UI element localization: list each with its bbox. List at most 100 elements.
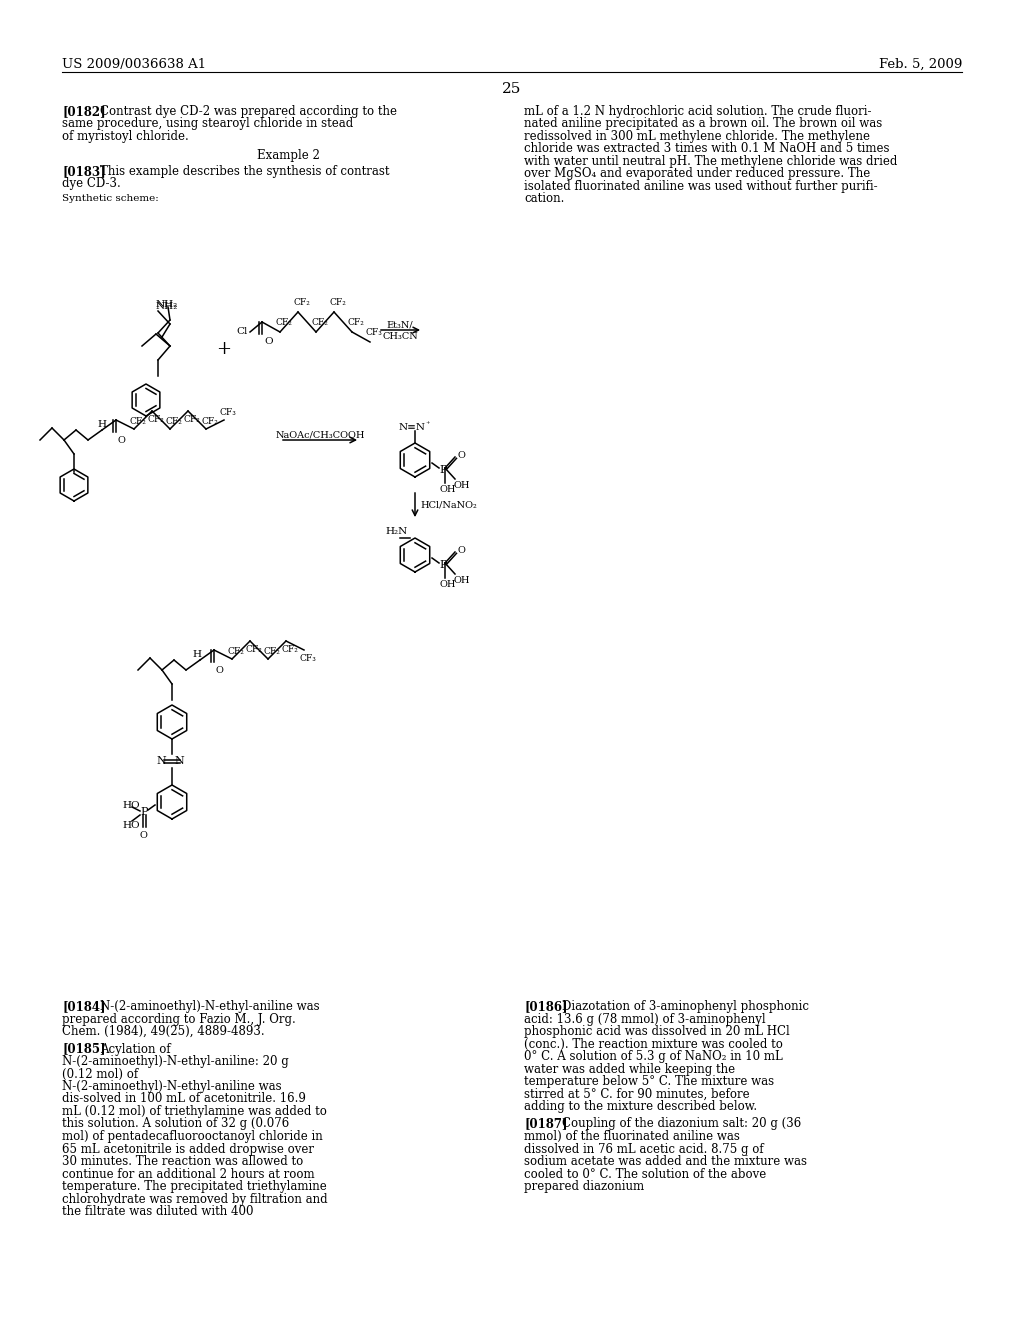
Text: CF₃: CF₃ — [300, 653, 316, 663]
Text: dis-solved in 100 mL of acetonitrile. 16.9: dis-solved in 100 mL of acetonitrile. 16… — [62, 1093, 306, 1106]
Text: Cl: Cl — [236, 327, 248, 337]
Text: CF₂: CF₂ — [282, 645, 299, 653]
Text: Synthetic scheme:: Synthetic scheme: — [62, 194, 159, 203]
Text: temperature. The precipitated triethylamine: temperature. The precipitated triethylam… — [62, 1180, 327, 1193]
Text: CF₂: CF₂ — [312, 318, 329, 327]
Text: OH: OH — [439, 579, 456, 589]
Text: prepared diazonium: prepared diazonium — [524, 1180, 644, 1193]
Text: OH: OH — [453, 576, 469, 585]
Text: [0184]: [0184] — [62, 1001, 105, 1012]
Text: mmol) of the fluorinated aniline was: mmol) of the fluorinated aniline was — [524, 1130, 740, 1143]
Text: water was added while keeping the: water was added while keeping the — [524, 1063, 735, 1076]
Text: H₂N: H₂N — [385, 527, 408, 536]
Text: HO: HO — [122, 821, 139, 830]
Text: (conc.). The reaction mixture was cooled to: (conc.). The reaction mixture was cooled… — [524, 1038, 783, 1051]
Text: N: N — [156, 756, 166, 766]
Text: This example describes the synthesis of contrast: This example describes the synthesis of … — [100, 165, 389, 178]
Text: Contrast dye CD-2 was prepared according to the: Contrast dye CD-2 was prepared according… — [100, 106, 397, 117]
Text: Coupling of the diazonium salt: 20 g (36: Coupling of the diazonium salt: 20 g (36 — [562, 1118, 801, 1130]
Text: mL (0.12 mol) of triethylamine was added to: mL (0.12 mol) of triethylamine was added… — [62, 1105, 327, 1118]
Text: Example 2: Example 2 — [257, 149, 319, 161]
Text: HCl/NaNO₂: HCl/NaNO₂ — [420, 500, 477, 510]
Text: 65 mL acetonitrile is added dropwise over: 65 mL acetonitrile is added dropwise ove… — [62, 1143, 314, 1155]
Text: nated aniline precipitated as a brown oil. The brown oil was: nated aniline precipitated as a brown oi… — [524, 117, 883, 131]
Text: CF₂: CF₂ — [228, 647, 245, 656]
Text: CF₂: CF₂ — [276, 318, 293, 327]
Text: phosphonic acid was dissolved in 20 mL HCl: phosphonic acid was dissolved in 20 mL H… — [524, 1026, 790, 1038]
Text: acid: 13.6 g (78 mmol) of 3-aminophenyl: acid: 13.6 g (78 mmol) of 3-aminophenyl — [524, 1012, 766, 1026]
Text: 25: 25 — [503, 82, 521, 96]
Text: O: O — [457, 546, 465, 554]
Text: prepared according to Fazio M., J. Org.: prepared according to Fazio M., J. Org. — [62, 1012, 296, 1026]
Text: of myristoyl chloride.: of myristoyl chloride. — [62, 129, 188, 143]
Text: dissolved in 76 mL acetic acid. 8.75 g of: dissolved in 76 mL acetic acid. 8.75 g o… — [524, 1143, 764, 1155]
Text: H: H — [193, 649, 201, 659]
Text: CF₂: CF₂ — [202, 417, 219, 426]
Text: Et₃N/: Et₃N/ — [387, 321, 414, 330]
Text: CF₃: CF₃ — [366, 327, 383, 337]
Text: O: O — [457, 451, 465, 459]
Text: O: O — [140, 832, 147, 840]
Text: CF₂: CF₂ — [330, 298, 347, 308]
Text: dye CD-3.: dye CD-3. — [62, 177, 121, 190]
Text: O: O — [264, 337, 272, 346]
Text: chlorohydrate was removed by filtration and: chlorohydrate was removed by filtration … — [62, 1192, 328, 1205]
Text: N-(2-aminoethyl)-N-ethyl-aniline was: N-(2-aminoethyl)-N-ethyl-aniline was — [100, 1001, 319, 1012]
Text: this solution. A solution of 32 g (0.076: this solution. A solution of 32 g (0.076 — [62, 1118, 289, 1130]
Text: continue for an additional 2 hours at room: continue for an additional 2 hours at ro… — [62, 1167, 314, 1180]
Text: redissolved in 300 mL methylene chloride. The methylene: redissolved in 300 mL methylene chloride… — [524, 129, 870, 143]
Text: H: H — [97, 420, 106, 429]
Text: N≡N: N≡N — [399, 422, 426, 432]
Text: CF₂: CF₂ — [148, 414, 165, 424]
Text: CF₂: CF₂ — [130, 417, 146, 426]
Text: CF₂: CF₂ — [294, 298, 311, 308]
Text: N: N — [174, 756, 183, 766]
Text: same procedure, using stearoyl chloride in stead: same procedure, using stearoyl chloride … — [62, 117, 353, 131]
Text: OH: OH — [439, 484, 456, 494]
Text: [0187]: [0187] — [524, 1118, 567, 1130]
Text: O: O — [216, 667, 224, 675]
Text: N-(2-aminoethyl)-N-ethyl-aniline was: N-(2-aminoethyl)-N-ethyl-aniline was — [62, 1080, 282, 1093]
Text: O: O — [118, 436, 126, 445]
Text: Feb. 5, 2009: Feb. 5, 2009 — [879, 58, 962, 71]
Text: Diazotation of 3-aminophenyl phosphonic: Diazotation of 3-aminophenyl phosphonic — [562, 1001, 809, 1012]
Text: cooled to 0° C. The solution of the above: cooled to 0° C. The solution of the abov… — [524, 1167, 766, 1180]
Text: chloride was extracted 3 times with 0.1 M NaOH and 5 times: chloride was extracted 3 times with 0.1 … — [524, 143, 890, 156]
Text: CF₃: CF₃ — [220, 408, 237, 417]
Text: sodium acetate was added and the mixture was: sodium acetate was added and the mixture… — [524, 1155, 807, 1168]
Text: [0185]: [0185] — [62, 1043, 105, 1056]
Text: Acylation of: Acylation of — [100, 1043, 171, 1056]
Text: HO: HO — [122, 801, 139, 810]
Text: ⁺: ⁺ — [425, 421, 429, 429]
Text: US 2009/0036638 A1: US 2009/0036638 A1 — [62, 58, 206, 71]
Text: mol) of pentadecafluorooctanoyl chloride in: mol) of pentadecafluorooctanoyl chloride… — [62, 1130, 323, 1143]
Text: CF₂: CF₂ — [184, 414, 201, 424]
Text: mL of a 1.2 N hydrochloric acid solution. The crude fluori-: mL of a 1.2 N hydrochloric acid solution… — [524, 106, 871, 117]
Text: NaOAc/CH₃COOH: NaOAc/CH₃COOH — [275, 432, 365, 440]
Text: P: P — [140, 807, 147, 817]
Text: cation.: cation. — [524, 193, 564, 206]
Text: CH₃CN: CH₃CN — [382, 333, 418, 341]
Text: CF₂: CF₂ — [246, 645, 263, 653]
Text: over MgSO₄ and evaporated under reduced pressure. The: over MgSO₄ and evaporated under reduced … — [524, 168, 870, 181]
Text: CF₂: CF₂ — [264, 647, 281, 656]
Text: NH₂: NH₂ — [156, 302, 178, 312]
Text: 0° C. A solution of 5.3 g of NaNO₂ in 10 mL: 0° C. A solution of 5.3 g of NaNO₂ in 10… — [524, 1049, 782, 1063]
Text: adding to the mixture described below.: adding to the mixture described below. — [524, 1100, 757, 1113]
Text: P: P — [439, 465, 446, 475]
Text: with water until neutral pH. The methylene chloride was dried: with water until neutral pH. The methyle… — [524, 154, 897, 168]
Text: P: P — [439, 560, 446, 570]
Text: +: + — [216, 341, 231, 358]
Text: (0.12 mol) of: (0.12 mol) of — [62, 1068, 138, 1081]
Text: 30 minutes. The reaction was allowed to: 30 minutes. The reaction was allowed to — [62, 1155, 303, 1168]
Text: [0186]: [0186] — [524, 1001, 567, 1012]
Text: stirred at 5° C. for 90 minutes, before: stirred at 5° C. for 90 minutes, before — [524, 1088, 750, 1101]
Text: the filtrate was diluted with 400: the filtrate was diluted with 400 — [62, 1205, 254, 1218]
Text: NH₂: NH₂ — [156, 300, 178, 309]
Text: [0182]: [0182] — [62, 106, 105, 117]
Text: CF₂: CF₂ — [348, 318, 365, 327]
Text: N-(2-aminoethyl)-N-ethyl-aniline: 20 g: N-(2-aminoethyl)-N-ethyl-aniline: 20 g — [62, 1055, 289, 1068]
Text: temperature below 5° C. The mixture was: temperature below 5° C. The mixture was — [524, 1074, 774, 1088]
Text: OH: OH — [453, 480, 469, 490]
Text: CF₂: CF₂ — [166, 417, 183, 426]
